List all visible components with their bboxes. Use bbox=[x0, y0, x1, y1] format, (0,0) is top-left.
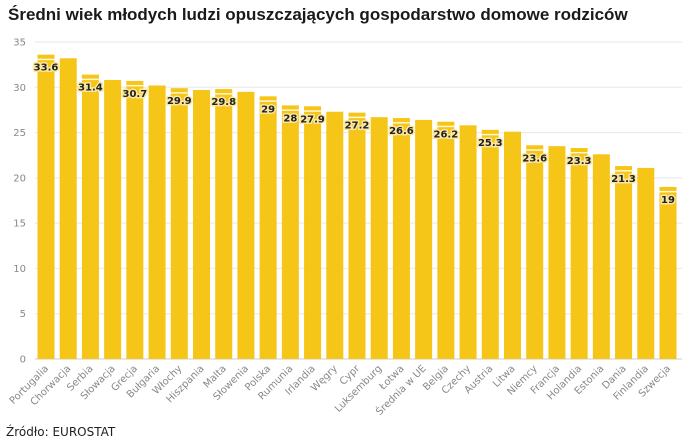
data-label: 19 bbox=[661, 195, 675, 206]
data-label: 27.2 bbox=[345, 121, 370, 132]
data-label: 29.9 bbox=[167, 96, 192, 107]
data-label: 23.6 bbox=[522, 153, 547, 164]
bar bbox=[592, 154, 610, 359]
bar bbox=[215, 89, 233, 360]
bar-label-separator bbox=[526, 149, 544, 151]
data-label: 31.4 bbox=[78, 83, 103, 94]
bar bbox=[148, 85, 166, 359]
bar bbox=[326, 111, 344, 360]
y-tick-label: 30 bbox=[13, 83, 26, 94]
data-label: 27.9 bbox=[300, 114, 325, 125]
data-label: 28 bbox=[283, 113, 297, 124]
bar bbox=[281, 105, 299, 360]
bar bbox=[526, 145, 544, 359]
bar-label-separator bbox=[215, 93, 233, 95]
data-label: 25.3 bbox=[478, 138, 503, 149]
bar bbox=[504, 131, 521, 359]
bar bbox=[81, 74, 99, 359]
data-label: 30.7 bbox=[123, 89, 148, 100]
bar bbox=[459, 125, 477, 359]
y-tick-label: 10 bbox=[13, 264, 26, 275]
bar bbox=[126, 80, 144, 360]
bar-label-separator bbox=[481, 133, 499, 136]
chart-title: Średni wiek młodych ludzi opuszczających… bbox=[8, 5, 628, 24]
bar-label-separator bbox=[392, 122, 410, 124]
bar bbox=[548, 146, 566, 359]
y-tick-label: 0 bbox=[20, 355, 26, 366]
bar-label-separator bbox=[81, 78, 99, 81]
bar bbox=[415, 119, 433, 360]
data-label: 26.2 bbox=[434, 130, 459, 141]
bar bbox=[237, 91, 255, 360]
bar bbox=[659, 186, 677, 359]
bar bbox=[392, 118, 410, 359]
bar bbox=[193, 90, 210, 359]
bar-label-separator bbox=[170, 92, 188, 94]
bar bbox=[259, 96, 277, 359]
bar-label-separator bbox=[659, 190, 677, 193]
bar bbox=[37, 54, 55, 360]
bar bbox=[59, 58, 77, 359]
bar-label-separator bbox=[570, 151, 588, 154]
bar bbox=[104, 80, 122, 359]
bar bbox=[570, 147, 588, 359]
bar bbox=[304, 106, 322, 359]
bar-label-separator bbox=[126, 84, 144, 87]
y-tick-label: 25 bbox=[13, 128, 26, 139]
bar bbox=[437, 121, 455, 360]
y-tick-label: 5 bbox=[20, 309, 26, 320]
data-label: 26.6 bbox=[389, 126, 414, 137]
source-note: Źródło: EUROSTAT bbox=[6, 425, 116, 439]
bar-label-separator bbox=[437, 125, 455, 128]
bar bbox=[637, 167, 655, 359]
data-label: 23.3 bbox=[567, 156, 592, 167]
bar-label-separator bbox=[348, 116, 366, 119]
y-tick-label: 35 bbox=[13, 38, 26, 49]
bar bbox=[348, 112, 366, 359]
bar bbox=[615, 166, 633, 359]
data-label: 29 bbox=[261, 104, 275, 115]
bar-label-separator bbox=[259, 100, 277, 102]
y-tick-label: 20 bbox=[13, 173, 26, 184]
y-tick-label: 15 bbox=[13, 219, 26, 230]
data-label: 33.6 bbox=[34, 63, 59, 74]
bar-label-separator bbox=[304, 110, 322, 112]
bar bbox=[481, 129, 499, 359]
data-label: 21.3 bbox=[611, 174, 636, 185]
data-label: 29.8 bbox=[211, 97, 236, 108]
bar-label-separator bbox=[281, 109, 299, 111]
bar-label-separator bbox=[615, 170, 633, 172]
bar bbox=[170, 88, 188, 359]
bar-label-separator bbox=[37, 58, 55, 61]
bar bbox=[370, 117, 388, 359]
